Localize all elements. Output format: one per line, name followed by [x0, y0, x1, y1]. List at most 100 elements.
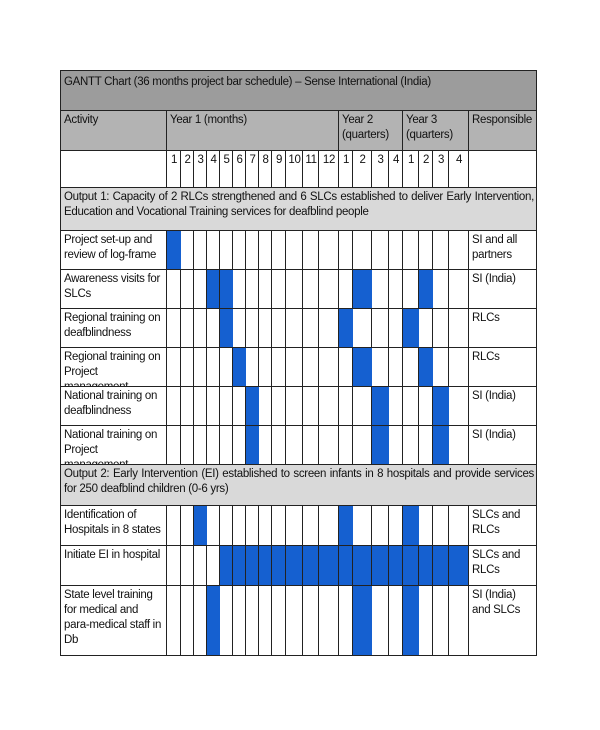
schedule-cell — [285, 585, 303, 656]
responsible: SI (India) — [468, 425, 537, 465]
column-number: 9 — [271, 150, 286, 188]
column-number: 6 — [232, 150, 246, 188]
schedule-cell — [180, 269, 194, 309]
responsible: RLCs — [468, 308, 537, 348]
blank-cell — [468, 150, 537, 188]
schedule-cell — [258, 347, 272, 387]
schedule-cell — [338, 269, 353, 309]
schedule-cell — [271, 308, 286, 348]
schedule-bar — [418, 545, 433, 586]
schedule-cell — [338, 347, 353, 387]
schedule-cell — [302, 386, 319, 426]
schedule-cell — [318, 308, 339, 348]
schedule-cell — [432, 347, 449, 387]
schedule-cell — [371, 308, 389, 348]
schedule-cell — [432, 308, 449, 348]
schedule-cell — [371, 347, 389, 387]
schedule-cell — [388, 230, 403, 270]
schedule-cell — [232, 230, 246, 270]
schedule-cell — [371, 585, 389, 656]
schedule-cell — [258, 425, 272, 465]
schedule-cell — [418, 386, 433, 426]
schedule-cell — [271, 585, 286, 656]
schedule-bar — [352, 269, 372, 309]
column-number: 2 — [418, 150, 433, 188]
schedule-cell — [402, 386, 419, 426]
schedule-cell — [258, 269, 272, 309]
schedule-cell — [258, 386, 272, 426]
schedule-cell — [219, 425, 233, 465]
schedule-bar — [245, 386, 259, 426]
header-year1: Year 1 (months) — [166, 110, 339, 151]
schedule-cell — [318, 230, 339, 270]
schedule-bar — [338, 505, 353, 546]
schedule-cell — [245, 308, 259, 348]
schedule-cell — [232, 386, 246, 426]
schedule-cell — [432, 505, 449, 546]
schedule-cell — [302, 347, 319, 387]
schedule-cell — [402, 347, 419, 387]
schedule-cell — [318, 386, 339, 426]
schedule-cell — [285, 386, 303, 426]
schedule-cell — [206, 308, 220, 348]
output-row: Output 1: Capacity of 2 RLCs strengthene… — [60, 187, 537, 231]
schedule-cell — [271, 230, 286, 270]
schedule-cell — [258, 505, 272, 546]
schedule-bar — [432, 386, 449, 426]
schedule-cell — [432, 585, 449, 656]
schedule-bar — [432, 425, 449, 465]
schedule-cell — [258, 585, 272, 656]
schedule-cell — [285, 347, 303, 387]
activity-name: Project set-up and review of log-frame — [60, 230, 167, 270]
schedule-cell — [388, 308, 403, 348]
schedule-cell — [271, 505, 286, 546]
column-number: 3 — [432, 150, 449, 188]
schedule-cell — [302, 230, 319, 270]
schedule-bar — [388, 545, 403, 586]
column-number: 3 — [193, 150, 207, 188]
schedule-bar — [402, 505, 419, 546]
schedule-cell — [193, 386, 207, 426]
schedule-bar — [245, 545, 259, 586]
schedule-bar — [371, 425, 389, 465]
schedule-cell — [166, 585, 181, 656]
schedule-cell — [180, 230, 194, 270]
schedule-cell — [448, 386, 469, 426]
responsible: SI (India) — [468, 386, 537, 426]
schedule-cell — [166, 347, 181, 387]
schedule-bar — [338, 545, 353, 586]
schedule-cell — [318, 347, 339, 387]
schedule-bar — [418, 347, 433, 387]
schedule-bar — [232, 545, 246, 586]
column-number: 5 — [219, 150, 233, 188]
schedule-cell — [193, 230, 207, 270]
schedule-cell — [418, 308, 433, 348]
schedule-cell — [371, 230, 389, 270]
schedule-cell — [388, 269, 403, 309]
schedule-bar — [352, 585, 372, 656]
schedule-cell — [432, 230, 449, 270]
column-number: 1 — [402, 150, 419, 188]
schedule-cell — [302, 505, 319, 546]
schedule-cell — [418, 505, 433, 546]
schedule-cell — [285, 269, 303, 309]
schedule-cell — [166, 386, 181, 426]
column-number: 12 — [318, 150, 339, 188]
schedule-bar — [219, 269, 233, 309]
schedule-bar — [402, 545, 419, 586]
schedule-bar — [432, 545, 449, 586]
header-year3: Year 3 (quarters) — [402, 110, 469, 151]
schedule-cell — [371, 269, 389, 309]
schedule-bar — [245, 425, 259, 465]
schedule-bar — [285, 545, 303, 586]
column-number: 4 — [448, 150, 469, 188]
schedule-cell — [180, 585, 194, 656]
schedule-cell — [402, 425, 419, 465]
header-responsible: Responsible — [468, 110, 537, 151]
schedule-cell — [193, 347, 207, 387]
activity-name: Identification of Hospitals in 8 states — [60, 505, 167, 546]
schedule-cell — [219, 585, 233, 656]
schedule-cell — [352, 386, 372, 426]
schedule-cell — [245, 269, 259, 309]
activity-name: National training on deafblindness — [60, 386, 167, 426]
